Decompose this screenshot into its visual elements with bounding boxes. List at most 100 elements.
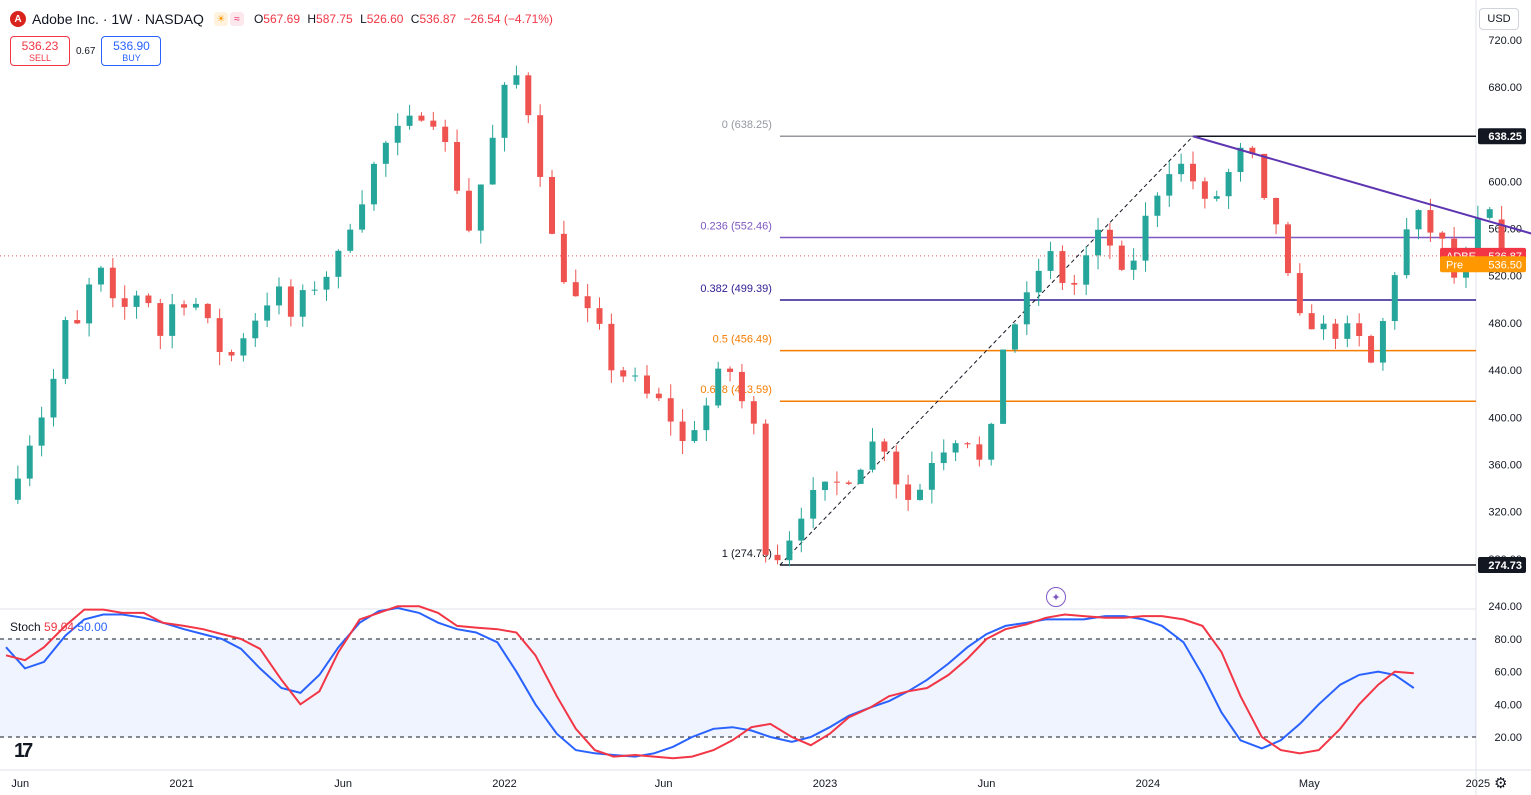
candle-body xyxy=(1368,336,1375,363)
candle-body xyxy=(572,282,579,297)
candle-body xyxy=(727,368,734,372)
candle-body xyxy=(833,481,840,483)
candle-body xyxy=(1071,282,1078,285)
sparkle-icon[interactable]: ✦ xyxy=(1046,587,1066,607)
candle-body xyxy=(477,184,484,231)
candle-body xyxy=(774,554,781,561)
buy-button[interactable]: 536.90 BUY xyxy=(101,36,162,66)
time-tick-label: Jun xyxy=(11,778,29,790)
candle-body xyxy=(181,304,188,308)
candle-body xyxy=(394,125,401,143)
candle-body xyxy=(157,303,164,336)
candle-body xyxy=(382,142,389,164)
candle-body xyxy=(1095,229,1102,256)
close-value: 536.87 xyxy=(419,12,457,26)
stoch-tick-label: 40.00 xyxy=(1494,699,1522,711)
sell-price: 536.23 xyxy=(21,39,59,53)
price-tick-label: 480.00 xyxy=(1488,318,1522,330)
time-tick-label: 2021 xyxy=(169,778,193,790)
stoch-tick-label: 20.00 xyxy=(1494,732,1522,744)
candle-body xyxy=(762,423,769,555)
price-tag-value: 536.50 xyxy=(1488,259,1522,271)
candle-body xyxy=(632,375,639,377)
candle-body xyxy=(620,370,627,377)
time-tick-label: 2025 xyxy=(1466,778,1490,790)
candle-body xyxy=(442,126,449,142)
candle-body xyxy=(1225,172,1232,197)
stoch-legend[interactable]: Stoch 59.04 50.00 xyxy=(10,620,107,634)
candle-body xyxy=(1154,195,1161,216)
wave-data-icon[interactable]: ≈ xyxy=(229,12,244,26)
candle-body xyxy=(14,478,21,500)
gear-icon[interactable]: ⚙ xyxy=(1494,775,1508,792)
candle-body xyxy=(204,303,211,319)
candle-body xyxy=(643,375,650,394)
fib-label-0.382: 0.382 (499.39) xyxy=(700,283,772,295)
candle-body xyxy=(513,75,520,85)
low-value: 526.60 xyxy=(366,12,404,26)
time-tick-label: 2023 xyxy=(813,778,837,790)
spread-value: 0.67 xyxy=(76,45,96,57)
candle-body xyxy=(738,371,745,402)
price-tick-label: 680.00 xyxy=(1488,82,1522,94)
currency-selector[interactable]: USD xyxy=(1479,8,1519,30)
candle-body xyxy=(679,421,686,442)
price-tag-level xyxy=(1478,557,1526,574)
close-label: C xyxy=(410,12,420,26)
candle-body xyxy=(525,75,532,116)
open-value: 567.69 xyxy=(263,12,300,26)
candle-body xyxy=(335,250,342,277)
candle-body xyxy=(406,115,413,126)
candle-body xyxy=(1391,275,1398,322)
candle-body xyxy=(264,305,271,321)
candle-body xyxy=(881,441,888,452)
candle-body xyxy=(465,190,472,231)
candle-body xyxy=(822,481,829,491)
candle-body xyxy=(1427,210,1434,233)
high-label: H xyxy=(307,12,317,26)
time-tick-label: Jun xyxy=(334,778,352,790)
candle-body xyxy=(952,443,959,453)
candle-body xyxy=(192,303,199,308)
candle-body xyxy=(1284,224,1291,274)
price-tick-label: 360.00 xyxy=(1488,459,1522,471)
time-tick-label: 2022 xyxy=(492,778,516,790)
candle-body xyxy=(1035,270,1042,293)
candle-body xyxy=(1106,229,1113,246)
candle-body xyxy=(169,304,176,336)
candle-body xyxy=(1379,321,1386,363)
time-tick-label: 2024 xyxy=(1136,778,1160,790)
candle-body xyxy=(1023,292,1030,325)
buy-price: 536.90 xyxy=(113,39,150,53)
fib-label-0: 0 (638.25) xyxy=(722,119,772,131)
candle-body xyxy=(1356,323,1363,337)
stoch-tick-label: 60.00 xyxy=(1494,667,1522,679)
price-tick-label: 400.00 xyxy=(1488,412,1522,424)
sun-market-hours-icon[interactable]: ☀ xyxy=(213,12,228,26)
candle-body xyxy=(1296,273,1303,314)
candle-body xyxy=(228,352,235,356)
low-label: L xyxy=(360,12,367,26)
candle-body xyxy=(501,84,508,138)
descending-trendline xyxy=(1192,135,1531,235)
sell-button[interactable]: 536.23 SELL xyxy=(10,36,70,66)
symbol-title[interactable]: Adobe Inc. · 1W · NASDAQ xyxy=(32,11,204,27)
time-tick-label: May xyxy=(1299,778,1320,790)
fib-diagonal xyxy=(779,135,1194,566)
candle-body xyxy=(1142,215,1149,261)
candle-body xyxy=(489,137,496,185)
price-tick-label: 440.00 xyxy=(1488,365,1522,377)
fib-label-0.618: 0.618 (413.59) xyxy=(700,384,772,396)
candle-body xyxy=(430,120,437,127)
price-tag-value: 274.73 xyxy=(1488,560,1522,572)
tradingview-logo-icon[interactable]: 17 xyxy=(14,740,33,762)
candle-body xyxy=(276,286,283,306)
candle-body xyxy=(1000,349,1007,424)
candle-body xyxy=(810,490,817,519)
candle-body xyxy=(1273,198,1280,225)
candle-body xyxy=(596,308,603,324)
time-tick-label: Jun xyxy=(655,778,673,790)
candle-body xyxy=(608,323,615,371)
sell-label: SELL xyxy=(28,53,52,63)
